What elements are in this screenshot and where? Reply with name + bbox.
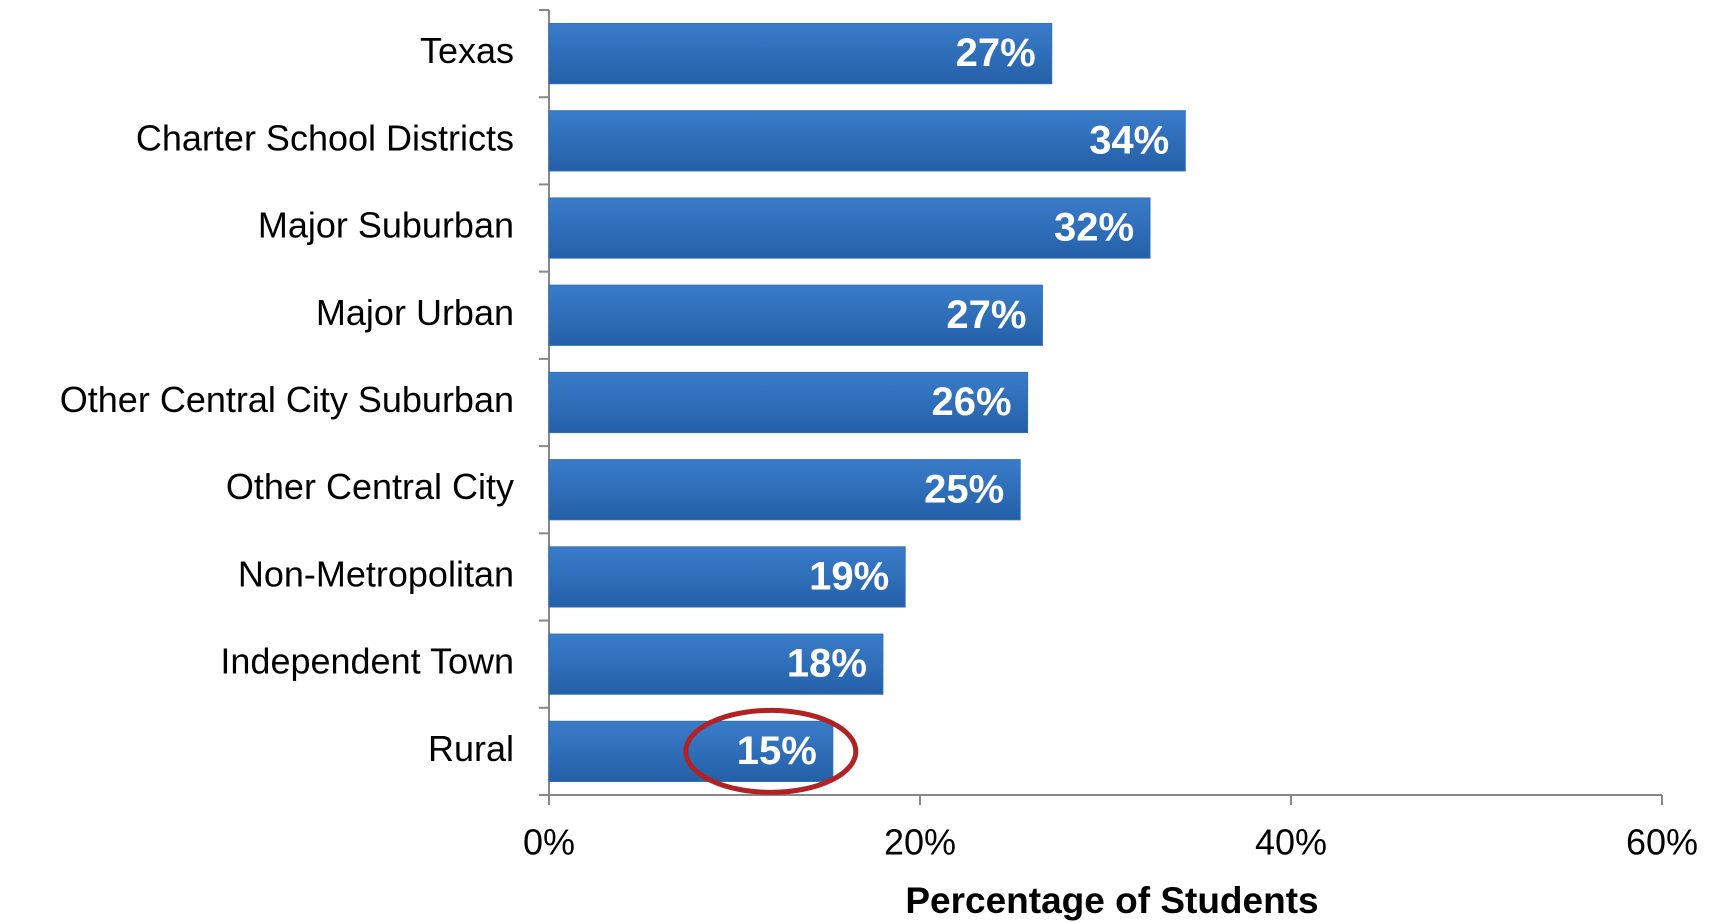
value-label: 27%: [946, 293, 1026, 337]
y-tick-label: Rural: [428, 728, 514, 769]
x-tick-label: 40%: [1255, 822, 1327, 863]
y-tick-label: Texas: [420, 30, 514, 71]
value-label: 15%: [737, 729, 817, 773]
x-tick-label: 20%: [884, 822, 956, 863]
value-label: 26%: [932, 380, 1012, 424]
value-label: 32%: [1054, 206, 1134, 250]
bar: [548, 23, 1053, 85]
y-tick-label: Major Suburban: [258, 205, 514, 246]
value-label: 25%: [924, 467, 1004, 511]
y-tick-label: Independent Town: [220, 641, 514, 682]
value-label: 34%: [1089, 118, 1169, 162]
value-label: 27%: [956, 31, 1036, 75]
bar: [548, 371, 1029, 434]
x-tick-label: 60%: [1626, 822, 1698, 863]
bar: [548, 197, 1151, 259]
x-tick-label: 0%: [523, 822, 575, 863]
bar: [548, 459, 1021, 521]
y-tick-label: Charter School Districts: [136, 117, 514, 158]
y-tick-label: Non-Metropolitan: [238, 553, 514, 594]
x-axis-title: Percentage of Students: [905, 880, 1318, 921]
bar: [548, 720, 834, 782]
y-tick-label: Major Urban: [316, 292, 514, 333]
highlight-circle: [683, 707, 859, 795]
bar: [548, 284, 1043, 346]
y-tick-label: Other Central City Suburban: [60, 379, 514, 420]
bar: [548, 110, 1186, 172]
y-tick-label: Other Central City: [226, 466, 514, 507]
value-label: 18%: [787, 642, 867, 686]
bar: [548, 633, 884, 695]
value-label: 19%: [809, 555, 889, 599]
bar: [548, 546, 906, 608]
